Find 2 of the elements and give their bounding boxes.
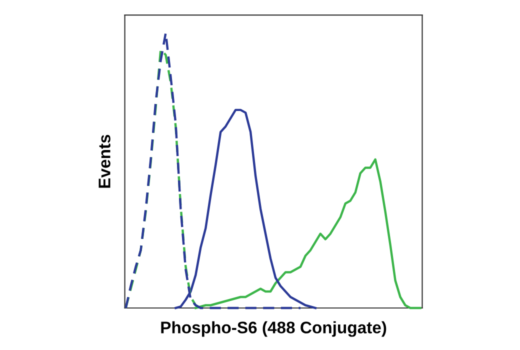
x-axis-title: Phospho-S6 (488 Conjugate) [161,321,386,337]
y-axis-title: Events [98,134,110,188]
